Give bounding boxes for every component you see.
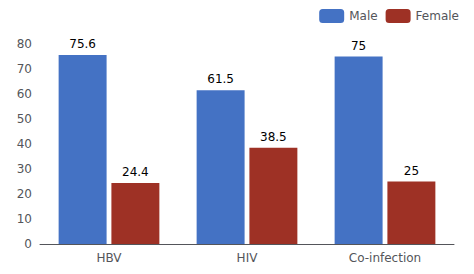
svg-text:38.5: 38.5 (260, 130, 287, 144)
svg-text:24.4: 24.4 (122, 165, 149, 179)
svg-text:HBV: HBV (96, 251, 122, 265)
svg-text:HIV: HIV (237, 251, 259, 265)
svg-text:80: 80 (17, 37, 32, 51)
svg-text:75.6: 75.6 (69, 37, 96, 51)
svg-text:50: 50 (17, 112, 32, 126)
svg-text:Female: Female (416, 9, 459, 23)
svg-text:30: 30 (17, 162, 32, 176)
svg-text:25: 25 (404, 164, 419, 178)
svg-text:70: 70 (17, 62, 32, 76)
svg-text:20: 20 (17, 187, 32, 201)
svg-text:Male: Male (349, 9, 377, 23)
svg-text:40: 40 (17, 137, 32, 151)
svg-text:75: 75 (351, 39, 366, 53)
svg-text:61.5: 61.5 (207, 72, 234, 86)
svg-text:Co-infection: Co-infection (349, 251, 421, 265)
svg-text:0: 0 (24, 237, 32, 251)
svg-text:60: 60 (17, 87, 32, 101)
svg-text:10: 10 (17, 212, 32, 226)
